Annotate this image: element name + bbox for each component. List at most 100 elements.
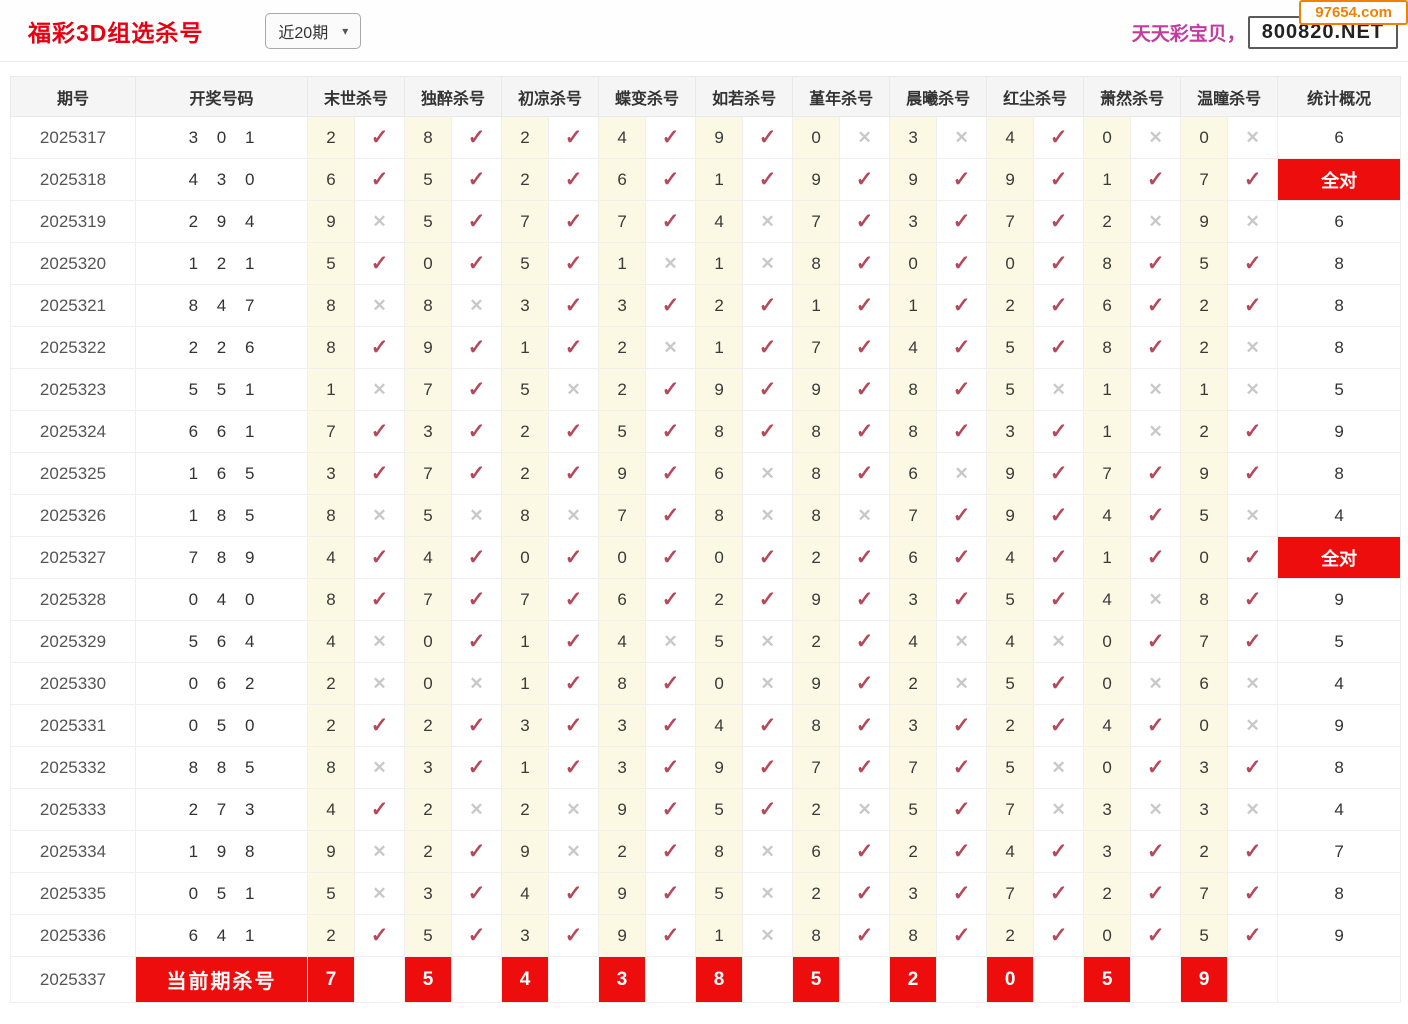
kill-value-cell: 7 bbox=[889, 746, 938, 789]
check-icon: ✓ bbox=[661, 924, 680, 947]
kill-value-cell: 7 bbox=[307, 410, 355, 453]
kill-mark-cell bbox=[1227, 956, 1279, 1003]
cross-icon: ✕ bbox=[1051, 379, 1066, 399]
kill-mark-cell: ✓ bbox=[742, 578, 794, 621]
kill-mark-cell: ✕ bbox=[548, 830, 600, 873]
kill-mark-cell: ✓ bbox=[548, 326, 600, 369]
stat-cell: 4 bbox=[1277, 788, 1402, 831]
draw-number-cell: 1 2 1 bbox=[135, 242, 308, 285]
kill-mark-cell: ✓ bbox=[548, 746, 600, 789]
period-cell: 2025321 bbox=[10, 284, 136, 327]
kill-mark-cell: ✕ bbox=[451, 284, 503, 327]
chevron-down-icon: ▾ bbox=[342, 23, 349, 38]
kill-value-cell: 8 bbox=[598, 662, 647, 705]
kill-value-cell: 2 bbox=[986, 704, 1035, 747]
check-icon: ✓ bbox=[564, 588, 583, 611]
kill-mark-cell: ✕ bbox=[451, 788, 503, 831]
period-cell: 2025320 bbox=[10, 242, 136, 285]
kill-value-cell: 1 bbox=[695, 326, 744, 369]
kill-mark-cell: ✕ bbox=[936, 662, 988, 705]
kill-value-cell: 1 bbox=[501, 746, 550, 789]
kill-mark-cell: ✓ bbox=[742, 746, 794, 789]
draw-number-cell: 0 5 1 bbox=[135, 872, 308, 915]
check-icon: ✓ bbox=[1243, 756, 1262, 779]
kill-value-cell: 7 bbox=[501, 200, 550, 243]
kill-value-cell: 0 bbox=[1083, 662, 1132, 705]
kill-mark-cell bbox=[936, 956, 988, 1003]
check-icon: ✓ bbox=[467, 924, 486, 947]
check-icon: ✓ bbox=[1049, 336, 1068, 359]
stat-cell: 8 bbox=[1277, 452, 1402, 495]
kill-mark-cell: ✓ bbox=[645, 200, 697, 243]
kill-value-cell: 5 bbox=[501, 242, 550, 285]
kill-mark-cell bbox=[353, 956, 406, 1003]
check-icon: ✓ bbox=[855, 336, 874, 359]
kill-mark-cell: ✕ bbox=[742, 662, 794, 705]
kill-mark-cell: ✓ bbox=[548, 284, 600, 327]
kill-value-cell: 2 bbox=[307, 116, 355, 159]
kill-value-cell: 7 bbox=[1083, 452, 1132, 495]
kill-mark-cell: ✓ bbox=[839, 914, 891, 957]
cross-icon: ✕ bbox=[1245, 337, 1260, 357]
current-kill-value-cell: 8 bbox=[695, 956, 744, 1003]
kill-mark-cell: ✕ bbox=[1130, 200, 1182, 243]
cross-icon: ✕ bbox=[372, 379, 387, 399]
kill-mark-cell: ✓ bbox=[353, 788, 406, 831]
kill-mark-cell: ✓ bbox=[936, 368, 988, 411]
kill-value-cell: 8 bbox=[889, 410, 938, 453]
draw-number-cell: 5 5 1 bbox=[135, 368, 308, 411]
kill-mark-cell: ✓ bbox=[1130, 872, 1182, 915]
draw-number-cell: 1 6 5 bbox=[135, 452, 308, 495]
kill-mark-cell: ✕ bbox=[1227, 200, 1279, 243]
kill-mark-cell: ✕ bbox=[353, 200, 406, 243]
check-icon: ✓ bbox=[952, 924, 971, 947]
kill-value-cell: 6 bbox=[598, 578, 647, 621]
cross-icon: ✕ bbox=[1148, 589, 1163, 609]
kill-value-cell: 1 bbox=[792, 284, 841, 327]
kill-mark-cell: ✓ bbox=[1130, 620, 1182, 663]
cross-icon: ✕ bbox=[760, 841, 775, 861]
kill-mark-cell: ✓ bbox=[742, 788, 794, 831]
period-cell: 2025333 bbox=[10, 788, 136, 831]
check-icon: ✓ bbox=[370, 252, 389, 275]
kill-mark-cell: ✕ bbox=[353, 830, 406, 873]
stat-cell: 4 bbox=[1277, 662, 1402, 705]
period-range-value: 近20期 bbox=[278, 24, 329, 42]
kill-mark-cell: ✓ bbox=[936, 536, 988, 579]
check-icon: ✓ bbox=[661, 378, 680, 401]
check-icon: ✓ bbox=[370, 588, 389, 611]
kill-value-cell: 8 bbox=[307, 494, 355, 537]
kill-mark-cell: ✓ bbox=[1130, 452, 1182, 495]
check-icon: ✓ bbox=[758, 420, 777, 443]
kill-value-cell: 1 bbox=[1083, 368, 1132, 411]
kill-mark-cell: ✓ bbox=[548, 200, 600, 243]
kill-mark-cell: ✕ bbox=[1033, 746, 1085, 789]
kill-value-cell: 1 bbox=[501, 662, 550, 705]
kill-mark-cell: ✓ bbox=[1130, 242, 1182, 285]
kill-mark-cell: ✓ bbox=[645, 662, 697, 705]
check-icon: ✓ bbox=[661, 126, 680, 149]
check-icon: ✓ bbox=[855, 672, 874, 695]
kill-value-cell: 2 bbox=[598, 368, 647, 411]
kill-mark-cell: ✓ bbox=[839, 746, 891, 789]
kill-mark-cell: ✓ bbox=[936, 578, 988, 621]
check-icon: ✓ bbox=[952, 420, 971, 443]
kill-mark-cell: ✓ bbox=[936, 326, 988, 369]
kill-value-cell: 2 bbox=[501, 410, 550, 453]
check-icon: ✓ bbox=[661, 756, 680, 779]
site-badge: 800820.NET bbox=[1247, 16, 1398, 49]
kill-value-cell: 8 bbox=[792, 914, 841, 957]
table-row: 2025319 2 9 4 9 ✕ 5 ✓ 7 ✓ 7 ✓ 4 ✕ 7 ✓ 3 ✓ 7 ✓ 2 ✕ 9 ✕ 6 bbox=[10, 200, 1402, 243]
period-range-select[interactable]: 近20期 ▾ bbox=[265, 12, 362, 49]
check-icon: ✓ bbox=[564, 126, 583, 149]
kill-value-cell: 3 bbox=[986, 410, 1035, 453]
kill-value-cell: 5 bbox=[404, 494, 453, 537]
kill-mark-cell: ✓ bbox=[839, 620, 891, 663]
kill-value-cell: 2 bbox=[1083, 872, 1132, 915]
cross-icon: ✕ bbox=[954, 673, 969, 693]
kill-value-cell: 8 bbox=[792, 494, 841, 537]
kill-value-cell: 1 bbox=[1180, 368, 1229, 411]
cross-icon: ✕ bbox=[663, 631, 678, 651]
kill-mark-cell: ✓ bbox=[1227, 872, 1279, 915]
kill-mark-cell: ✓ bbox=[1130, 914, 1182, 957]
